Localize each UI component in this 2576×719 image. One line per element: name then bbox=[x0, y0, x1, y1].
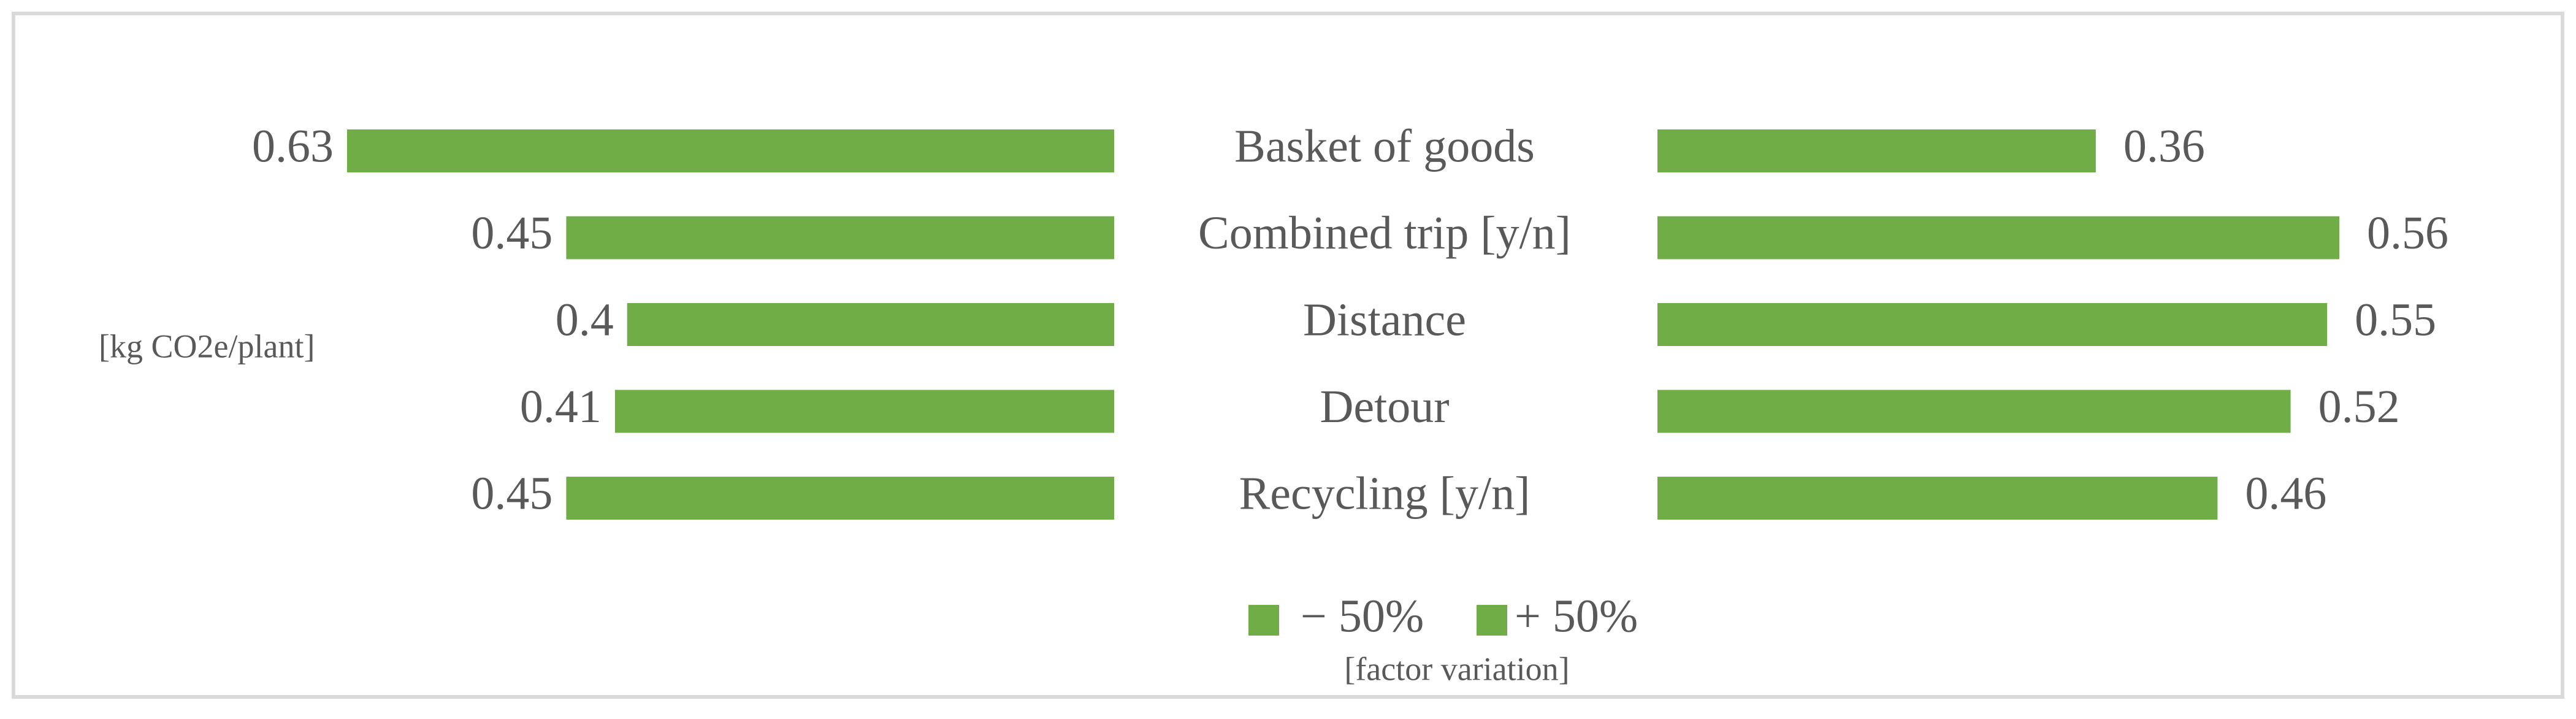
value-label: 0.45 bbox=[471, 467, 552, 519]
unit-label: [kg CO2e/plant] bbox=[99, 328, 315, 364]
category-label: Basket of goods bbox=[1234, 120, 1535, 172]
bar bbox=[1657, 129, 2096, 172]
bar bbox=[627, 303, 1114, 346]
bar bbox=[347, 129, 1114, 172]
value-label: 0.52 bbox=[2318, 381, 2400, 433]
value-label: 0.56 bbox=[2367, 207, 2448, 259]
bar bbox=[1657, 477, 2218, 520]
bar bbox=[1657, 216, 2339, 260]
value-label: 0.45 bbox=[471, 207, 552, 259]
value-label: 0.4 bbox=[556, 294, 614, 345]
bar bbox=[1657, 390, 2291, 433]
legend-title: [factor variation] bbox=[1344, 650, 1569, 687]
value-label: 0.55 bbox=[2355, 294, 2436, 345]
bar bbox=[566, 477, 1114, 520]
value-label: 0.63 bbox=[252, 120, 334, 172]
legend-swatch bbox=[1477, 605, 1507, 636]
category-label: Combined trip [y/n] bbox=[1198, 207, 1571, 259]
category-label: Distance bbox=[1303, 294, 1466, 345]
value-label: 0.41 bbox=[520, 381, 602, 433]
value-label: 0.46 bbox=[2245, 467, 2326, 519]
bar bbox=[614, 390, 1114, 433]
value-label: 0.36 bbox=[2123, 120, 2205, 172]
category-label: Detour bbox=[1320, 381, 1449, 433]
legend-label: − 50% bbox=[1301, 590, 1424, 642]
category-label: Recycling [y/n] bbox=[1239, 467, 1531, 519]
chart-frame bbox=[12, 12, 2564, 699]
legend-swatch bbox=[1248, 605, 1279, 636]
bar bbox=[1657, 303, 2328, 346]
legend-label: + 50% bbox=[1515, 590, 1638, 642]
bar bbox=[566, 216, 1114, 260]
